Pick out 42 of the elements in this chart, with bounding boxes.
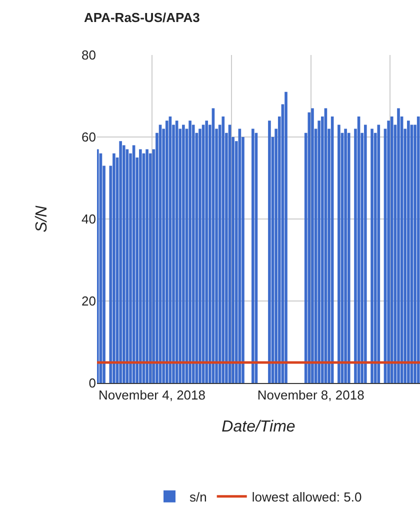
bar [347,132,350,383]
bar [122,145,126,383]
bar [182,124,185,383]
bar [407,120,410,383]
bar [192,124,195,383]
bar [268,120,271,383]
bar [318,120,320,383]
bar [387,120,390,383]
bar [139,149,142,383]
x-tick-label: November 4, 2018 [98,388,206,403]
bar [148,153,152,383]
legend-label: s/n [190,489,207,504]
y-tick-label: 80 [82,48,96,63]
bar [397,108,400,383]
bar [338,124,340,383]
bar [416,116,420,383]
bar [188,120,192,383]
bar [377,124,380,383]
y-tick-label: 0 [88,376,96,391]
bar [364,124,367,383]
y-axis-title: S/N [33,205,50,232]
x-axis-title: Date/Time [222,418,296,436]
bar [205,120,208,383]
bar [311,108,314,383]
bar [198,128,202,383]
bar [165,120,168,383]
y-tick-label: 60 [82,130,96,145]
bar [146,149,148,383]
legend-label: lowest allowed: 5.0 [252,489,362,504]
bar [97,149,99,383]
bar [370,128,374,383]
y-tick-label: 40 [82,212,96,227]
bar [252,128,254,383]
x-tick-label: November 8, 2018 [257,388,364,403]
bar [222,116,225,383]
bar [112,153,116,383]
bar [344,128,347,383]
bar [390,116,394,383]
bar [119,141,122,383]
y-tick-label: 20 [82,294,96,309]
bar [284,92,288,383]
chart-title: APA-RaS-US/APA3 [84,10,200,25]
